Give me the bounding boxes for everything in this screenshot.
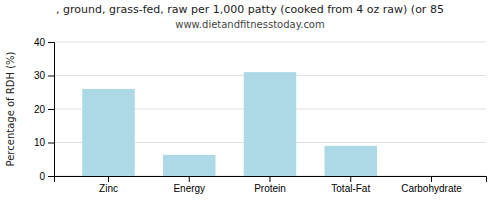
x-tick-mark	[350, 176, 351, 182]
x-tick-label: Carbohydrate	[401, 183, 462, 194]
x-tick: Zinc	[99, 176, 118, 194]
y-tick-label: 30	[34, 70, 46, 81]
y-axis-line	[48, 43, 55, 177]
x-tick: Energy	[173, 176, 205, 194]
bar	[325, 146, 377, 176]
y-tick-mark	[48, 42, 54, 43]
y-axis-title: Percentage of RDH (%)	[5, 51, 16, 166]
grid	[54, 42, 486, 176]
y-tick: 0	[39, 171, 54, 182]
chart-svg: , ground, grass-fed, raw per 1,000 patty…	[0, 0, 500, 200]
y-axis: 0 10 20 30 40	[34, 37, 55, 182]
bar	[163, 155, 215, 176]
y-tick-label: 10	[34, 137, 46, 148]
x-tick-label: Energy	[173, 183, 205, 194]
y-tick-mark	[48, 109, 54, 110]
y-tick-label: 0	[39, 171, 45, 182]
x-tick-mark	[108, 176, 109, 182]
y-tick: 30	[34, 70, 54, 81]
x-axis: Zinc Energy Protein Total-Fat Carbohydrate	[55, 176, 487, 194]
y-tick-mark	[48, 176, 54, 177]
bars	[82, 72, 377, 176]
subtitle: www.dietandfitnesstoday.com	[175, 19, 324, 30]
y-tick: 10	[34, 137, 54, 148]
bar	[82, 89, 134, 176]
grid-line	[54, 42, 486, 43]
y-tick: 40	[34, 37, 54, 48]
x-tick-label: Protein	[254, 183, 286, 194]
chart-container: , ground, grass-fed, raw per 1,000 patty…	[0, 0, 500, 200]
x-tick: Carbohydrate	[401, 176, 462, 194]
x-tick-mark	[431, 176, 432, 182]
title: , ground, grass-fed, raw per 1,000 patty…	[56, 3, 444, 16]
y-tick-mark	[48, 143, 54, 144]
plot: 0 10 20 30 40 Zinc Energy Protein Total-Fat Carbo…	[34, 37, 487, 194]
y-tick-label: 20	[34, 104, 46, 115]
x-axis-line	[55, 177, 487, 183]
y-tick-mark	[48, 76, 54, 77]
bar	[244, 72, 296, 176]
x-tick-label: Total-Fat	[331, 183, 370, 194]
x-tick-mark	[270, 176, 271, 182]
x-tick: Total-Fat	[331, 176, 370, 194]
bar	[405, 176, 457, 177]
x-tick: Protein	[254, 176, 286, 194]
x-tick-label: Zinc	[99, 183, 118, 194]
y-tick-label: 40	[34, 37, 46, 48]
x-tick-mark	[189, 176, 190, 182]
y-tick: 20	[34, 104, 54, 115]
